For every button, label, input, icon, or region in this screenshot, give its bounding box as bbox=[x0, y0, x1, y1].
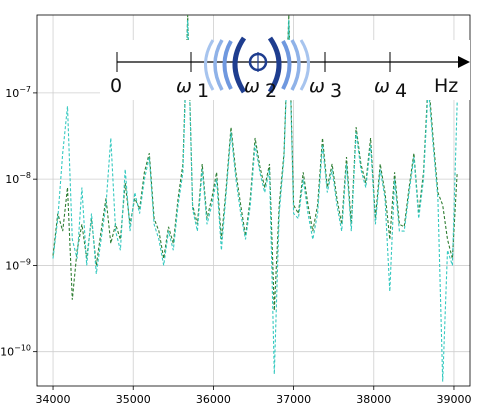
wave-right-outer bbox=[299, 39, 310, 91]
x-tick-label: 37000 bbox=[276, 393, 311, 406]
wave-left-inner bbox=[222, 40, 233, 90]
label-omega-2: ω bbox=[244, 75, 260, 97]
label-omega-1: ω bbox=[176, 75, 192, 97]
series-line-2 bbox=[52, 19, 458, 382]
label-hz: Hz bbox=[434, 75, 458, 97]
label-omega-3: ω bbox=[309, 75, 325, 97]
wave-left-mid bbox=[213, 39, 224, 91]
wave-right-mid bbox=[290, 39, 301, 91]
x-axis-ticks: 34000 35000 36000 37000 38000 39000 bbox=[36, 386, 471, 406]
frequency-annotation: 0 ω 1 ω 2 ω 3 ω 4 Hz bbox=[100, 36, 470, 102]
label-omega-4: ω bbox=[374, 75, 390, 97]
wave-left-outer bbox=[204, 39, 215, 91]
y-tick-label: 10−10 bbox=[0, 344, 31, 359]
x-tick-label: 39000 bbox=[436, 393, 471, 406]
y-tick-label: 10−9 bbox=[5, 257, 31, 272]
label-omega-2-sub: 2 bbox=[265, 80, 277, 102]
series-layer bbox=[52, 15, 458, 382]
y-axis-ticks: 10−7 10−8 10−9 10−10 bbox=[0, 85, 37, 359]
label-omega-3-sub: 3 bbox=[330, 80, 342, 102]
wave-right-inner bbox=[281, 40, 292, 90]
x-tick-label: 36000 bbox=[196, 393, 231, 406]
plot-frame bbox=[36, 14, 471, 387]
frequency-axis-arrowhead bbox=[458, 56, 470, 68]
wave-right-bracket bbox=[267, 36, 282, 94]
x-tick-label: 38000 bbox=[356, 393, 391, 406]
y-tick-label: 10−7 bbox=[5, 85, 31, 100]
series-group bbox=[52, 15, 458, 382]
x-tick-label: 34000 bbox=[36, 393, 71, 406]
series-line-1 bbox=[52, 15, 458, 311]
label-zero: 0 bbox=[110, 75, 122, 97]
wave-left-bracket bbox=[232, 36, 247, 94]
x-tick-label: 35000 bbox=[116, 393, 151, 406]
antenna-icon bbox=[204, 36, 310, 94]
y-tick-label: 10−8 bbox=[5, 171, 31, 186]
label-omega-1-sub: 1 bbox=[197, 80, 209, 102]
label-omega-4-sub: 4 bbox=[395, 80, 407, 102]
